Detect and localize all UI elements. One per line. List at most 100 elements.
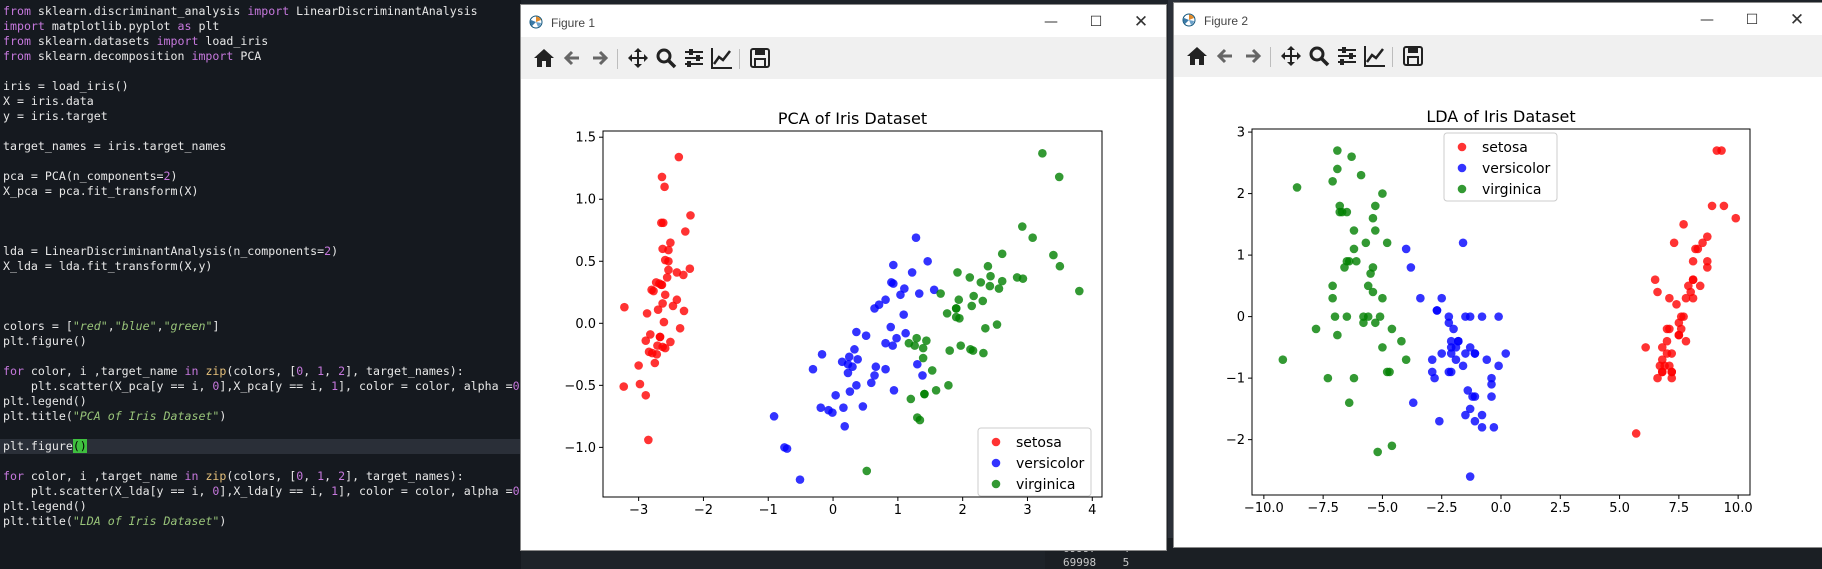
data-point-versicolor [1408,398,1418,408]
data-point-setosa [642,309,652,318]
data-point-virginica [1344,256,1354,266]
data-point-virginica [1356,170,1366,180]
code-line[interactable]: y = iris.target [3,109,108,123]
code-line[interactable]: import matplotlib.pyplot as plt [3,19,220,33]
code-line[interactable]: plt.scatter(X_lda[y == i, 0],X_lda[y == … [3,484,521,498]
minimize-button[interactable]: — [1700,12,1714,28]
home-button[interactable] [531,45,557,71]
code-line[interactable]: plt.legend() [3,499,87,513]
data-point-versicolor [881,338,890,348]
code-line[interactable]: from sklearn.decomposition import PCA [3,49,262,63]
code-line[interactable]: for color, i ,target_name in zip(colors,… [3,364,464,378]
maximize-button[interactable]: ☐ [1089,14,1103,30]
home-button[interactable] [1184,43,1210,69]
data-point-versicolor [1482,355,1492,364]
code-line[interactable]: plt.title("LDA of Iris Dataset") [3,514,227,528]
code-line[interactable]: plt.scatter(X_pca[y == i, 0],X_pca[y == … [3,379,521,393]
forward-button[interactable] [587,45,613,71]
data-point-versicolor [1465,343,1475,352]
data-point-virginica [1333,146,1342,155]
data-point-versicolor [913,359,922,369]
code-line[interactable]: X = iris.data [3,94,94,108]
save-button[interactable] [747,45,773,71]
back-button[interactable] [1212,43,1238,69]
plot-toolbar [521,37,1166,79]
data-point-versicolor [1451,355,1461,364]
edit-axis-button[interactable] [709,45,735,71]
code-line[interactable]: lda = LinearDiscriminantAnalysis(n_compo… [3,244,339,258]
zoom-button[interactable] [1306,43,1332,69]
code-line[interactable]: from sklearn.discriminant_analysis impor… [3,4,478,18]
data-point-versicolor [1446,349,1456,358]
code-editor[interactable]: from sklearn.discriminant_analysis impor… [0,0,521,569]
close-button[interactable]: ✕ [1133,12,1149,32]
chart-title: LDA of Iris Dataset [1426,107,1575,126]
code-line[interactable]: plt.title("PCA of Iris Dataset") [3,409,227,423]
y-tick-label: 2 [1237,187,1245,202]
pan-button[interactable] [1278,43,1304,69]
y-tick-label: −1 [1226,372,1245,387]
code-line[interactable]: pca = PCA(n_components=2) [3,169,178,183]
data-point-versicolor [899,310,908,319]
data-point-versicolor [866,378,876,388]
data-point-versicolor [853,354,862,364]
code-line[interactable]: target_names = iris.target_names [3,139,227,153]
data-point-virginica [1349,244,1359,254]
x-tick-label: 10.0 [1724,501,1753,516]
edit-axis-button[interactable] [1362,43,1388,69]
data-point-setosa [657,218,666,228]
configure-subplots-button[interactable] [681,45,707,71]
legend-box [1443,132,1558,202]
window-titlebar[interactable]: Figure 2 — ☐ ✕ [1174,3,1822,35]
data-point-setosa [1712,146,1722,155]
data-point-setosa [634,361,643,370]
data-point-virginica [1347,152,1356,161]
data-point-virginica [1049,250,1058,260]
data-point-versicolor [870,371,879,380]
data-point-virginica [1371,201,1380,211]
data-point-setosa [660,343,670,353]
data-point-virginica [965,273,975,282]
toolbar-separator [739,49,740,69]
forward-button[interactable] [1240,43,1266,69]
pan-button[interactable] [625,45,651,71]
data-point-virginica [986,271,995,281]
close-button[interactable]: ✕ [1789,10,1805,30]
data-point-virginica [1328,176,1337,186]
data-point-versicolor [871,362,881,372]
code-line[interactable]: colors = ["red","blue","green"] [3,319,220,333]
window-titlebar[interactable]: Figure 1 — ☐ ✕ [521,5,1166,37]
data-point-virginica [1387,324,1397,334]
code-line[interactable]: from sklearn.datasets import load_iris [3,34,269,48]
data-point-virginica [983,261,993,271]
data-point-versicolor [1444,318,1454,328]
data-point-virginica [1382,238,1392,248]
configure-subplots-button[interactable] [1334,43,1360,69]
code-line[interactable]: X_pca = pca.fit_transform(X) [3,184,199,198]
data-point-setosa [649,286,658,296]
data-point-versicolor [769,412,779,421]
code-line[interactable]: for color, i ,target_name in zip(colors,… [3,469,464,483]
code-line[interactable]: plt.figure() [0,439,521,454]
data-point-setosa [1667,367,1677,377]
maximize-button[interactable]: ☐ [1745,12,1759,28]
plot-toolbar [1174,35,1822,77]
code-line[interactable]: X_lda = lda.fit_transform(X,y) [3,259,213,273]
save-button[interactable] [1400,43,1426,69]
lda-chart: LDA of Iris Dataset −10.0 −7.5 −5.0 −2.5 0.0 2… [1226,107,1753,516]
back-icon [563,50,579,66]
code-line[interactable]: plt.figure() [3,334,87,348]
data-point-versicolor [844,352,854,362]
terminal-bottom [1168,548,1822,569]
figure-2-window[interactable]: Figure 2 — ☐ ✕ LDA of Iris Dataset −10.0−… [1174,3,1822,547]
code-line[interactable]: plt.legend() [3,394,87,408]
data-point-versicolor [896,290,905,300]
data-point-versicolor [1449,324,1458,334]
code-line[interactable]: iris = load_iris() [3,79,129,93]
zoom-button[interactable] [653,45,679,71]
minimize-button[interactable]: — [1044,14,1058,30]
back-button[interactable] [559,45,585,71]
figure-1-window[interactable]: Figure 1 — ☐ ✕ PCA of Iris Dataset −3 −2 −1… [521,5,1166,550]
y-tick-label: 0.0 [575,317,596,332]
data-point-versicolor [1437,293,1447,303]
